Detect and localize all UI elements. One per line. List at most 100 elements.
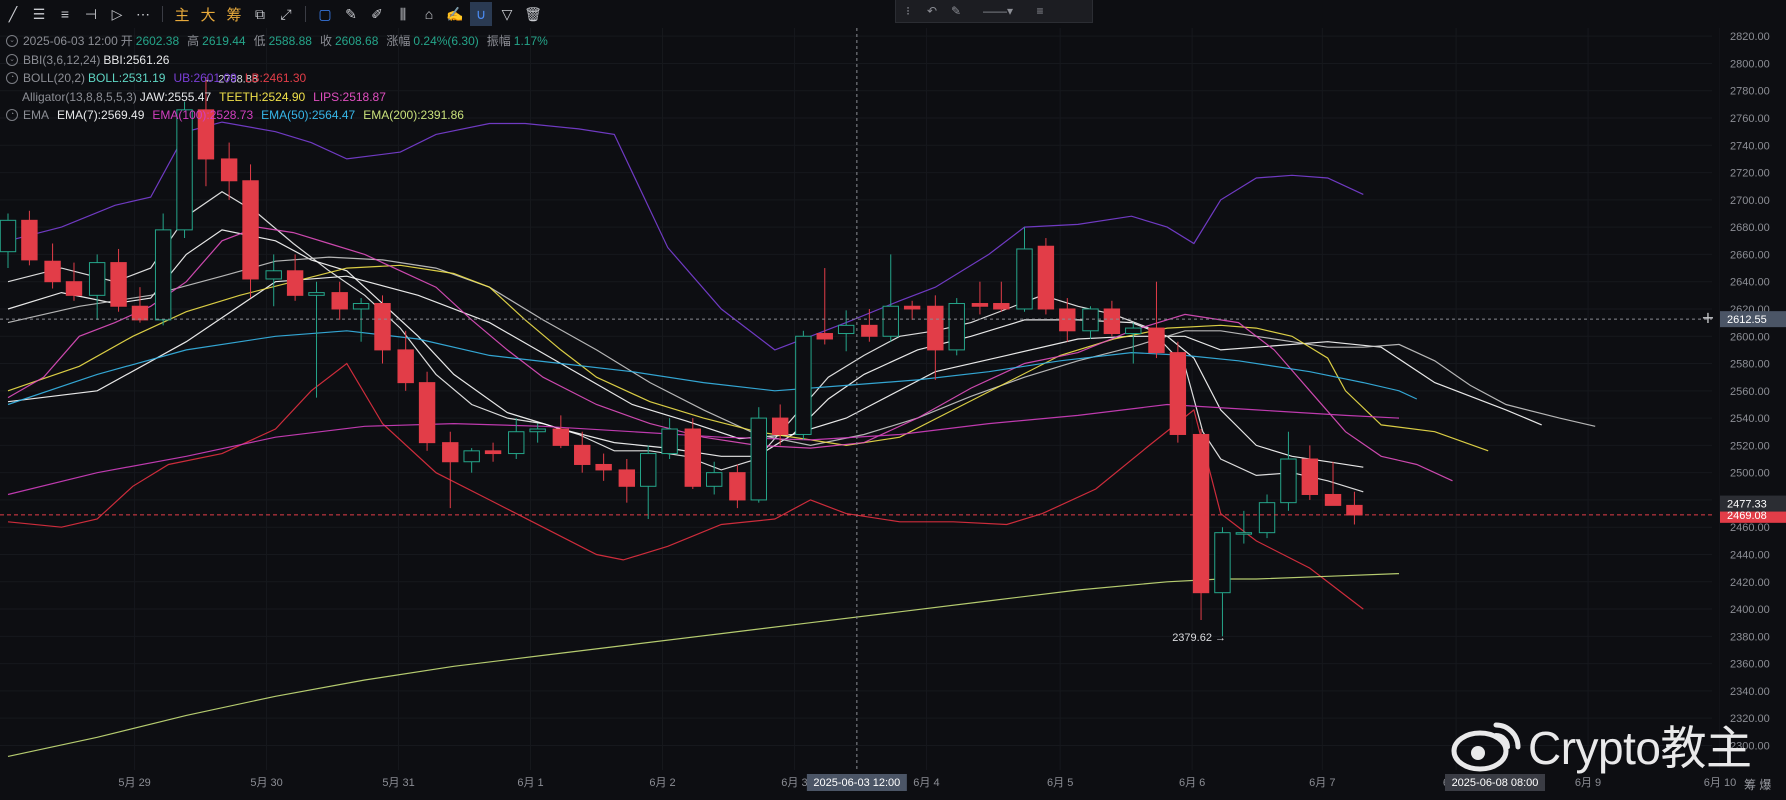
candle-body — [442, 442, 459, 463]
candlestick-icon[interactable]: ⫼ — [399, 5, 407, 22]
candle-body — [1148, 327, 1165, 354]
candle-body — [1103, 308, 1121, 335]
line-style-select[interactable]: ——▾ — [982, 4, 1014, 18]
candle-body — [484, 450, 502, 455]
price-tick-label: 2780.00 — [1730, 86, 1770, 98]
candle — [529, 423, 546, 443]
time-tick-label: 6月 5 — [1047, 777, 1073, 789]
candle-body — [750, 417, 767, 501]
compare-icon[interactable]: ⧉ — [255, 5, 265, 22]
candle — [286, 254, 304, 301]
candle — [374, 295, 391, 364]
magnet-icon[interactable]: ∪ — [470, 2, 492, 26]
filter-icon[interactable]: ▽ — [501, 5, 513, 22]
chip-distribution-button[interactable]: 筹 — [226, 5, 242, 24]
line-tool-icon[interactable]: ╱ — [8, 5, 18, 22]
pencil-icon[interactable]: ✎ — [345, 5, 357, 22]
candle-body — [463, 450, 480, 463]
parallel-line-tool-icon[interactable]: ≡ — [60, 6, 70, 22]
candle-body — [948, 303, 965, 351]
candle-body — [971, 303, 989, 307]
crosshair-price-tag-bg — [1720, 311, 1786, 328]
price-tick-label: 2700.00 — [1730, 195, 1770, 207]
line-width-icon[interactable]: ≡ — [1036, 4, 1044, 18]
ema50-value: EMA(50):2564.47 — [261, 108, 356, 122]
candle — [661, 418, 678, 460]
boll-name[interactable]: BOLL(20,2) — [23, 71, 86, 85]
candle — [131, 287, 149, 323]
candle-body — [1235, 532, 1253, 535]
large-order-button[interactable]: 大 — [200, 5, 216, 24]
crosshair-plus-icon: + — [1701, 308, 1714, 327]
candle — [1280, 431, 1297, 511]
horizontal-line-tool-icon[interactable]: ⊣ — [84, 5, 98, 22]
lock-icon[interactable]: ⌂ — [424, 6, 434, 22]
multi-line-tool-icon[interactable]: ☰ — [32, 5, 46, 22]
price-tick-label: 2520.00 — [1730, 440, 1770, 452]
candle-body — [1169, 352, 1187, 435]
price-tick-label: 2380.00 — [1730, 631, 1770, 643]
price-tick-label: 2440.00 — [1730, 549, 1770, 561]
toolbar-divider — [162, 6, 163, 22]
lips-value: LIPS:2518.87 — [313, 89, 386, 104]
more-tools-icon[interactable]: ⋯ — [136, 5, 150, 22]
last-price-tag: 2469.08 — [1727, 510, 1767, 522]
candle — [65, 262, 83, 301]
boll-row: ◔ BOLL(20,2) BOLL:2531.19 UB:2601.09 LB:… — [6, 69, 556, 88]
candle-body — [88, 262, 106, 296]
ohlc-date: 2025-06-03 12:00 — [23, 34, 118, 48]
candle — [729, 464, 746, 509]
candle — [110, 248, 127, 312]
candle-body — [640, 453, 657, 487]
price-marker-tag-bg — [1720, 495, 1786, 512]
time-tick-label: 6月 2 — [649, 777, 675, 789]
ema-name[interactable]: EMA — [23, 108, 50, 122]
candle-body — [1192, 433, 1210, 594]
bbi-name[interactable]: BBI(3,6,12,24) — [23, 52, 101, 67]
jaw-value: JAW:2555.47 — [139, 89, 212, 104]
candle-body — [882, 305, 899, 337]
price-marker-tag: 2477.33 — [1727, 499, 1767, 511]
price-tick-label: 2420.00 — [1730, 577, 1770, 589]
brush-icon[interactable]: ✐ — [371, 5, 383, 22]
select-tool-icon[interactable]: ▢ — [318, 5, 332, 22]
candle-body — [903, 305, 921, 310]
drag-handle-icon[interactable]: ⁝ — [906, 4, 910, 18]
candle-body — [154, 229, 172, 321]
price-annotation: 2379.62 → — [1172, 632, 1226, 644]
main-chart-button[interactable]: 主 — [174, 5, 190, 24]
ema100-value: EMA(100):2528.73 — [152, 108, 254, 122]
line-color-icon[interactable]: ✎ — [950, 4, 962, 18]
edit-icon[interactable]: ✍ — [446, 5, 464, 22]
bell-icon[interactable]: ◔ — [6, 109, 18, 122]
candle-body — [286, 270, 304, 296]
collapse-icon[interactable]: ⌄ — [6, 35, 18, 48]
undo-icon[interactable]: ↶ — [926, 4, 938, 18]
candle — [882, 254, 899, 342]
bell-icon[interactable]: ◔ — [6, 72, 18, 85]
ray-tool-icon[interactable]: ▷ — [111, 5, 123, 22]
candle — [795, 330, 812, 440]
alligator-name[interactable]: Alligator(13,8,8,5,5,3) — [22, 89, 137, 104]
candle — [837, 310, 855, 352]
candle-body — [65, 281, 83, 296]
collapse-icon[interactable]: ⌄ — [6, 53, 18, 66]
amplitude-label: 振幅 — [486, 34, 511, 48]
candle-body — [397, 349, 414, 384]
boll-ub-value: UB:2601.09 — [173, 71, 237, 85]
measure-icon[interactable]: ⤢ — [280, 5, 292, 22]
price-tick-label: 2560.00 — [1730, 386, 1770, 398]
candle — [331, 281, 348, 320]
end-time-tag: 2025-06-08 08:00 — [1452, 777, 1539, 789]
ohlc-row: ⌄ 2025-06-03 12:00 开 2602.38 高 2619.44 低 25… — [6, 32, 556, 51]
time-tick-label: 6月 4 — [913, 777, 939, 789]
alligator-row: Alligator(13,8,8,5,5,3) JAW:2555.47 TEET… — [6, 88, 556, 107]
trash-icon[interactable]: 🗑 — [524, 5, 542, 22]
candle-body — [1258, 502, 1276, 534]
candle-body — [1037, 245, 1055, 310]
ema-row: ◔ EMA EMA(7):2569.49 EMA(100):2528.73 EM… — [6, 106, 556, 125]
candle-body — [837, 324, 855, 335]
candle — [197, 77, 215, 187]
candle — [903, 300, 921, 320]
